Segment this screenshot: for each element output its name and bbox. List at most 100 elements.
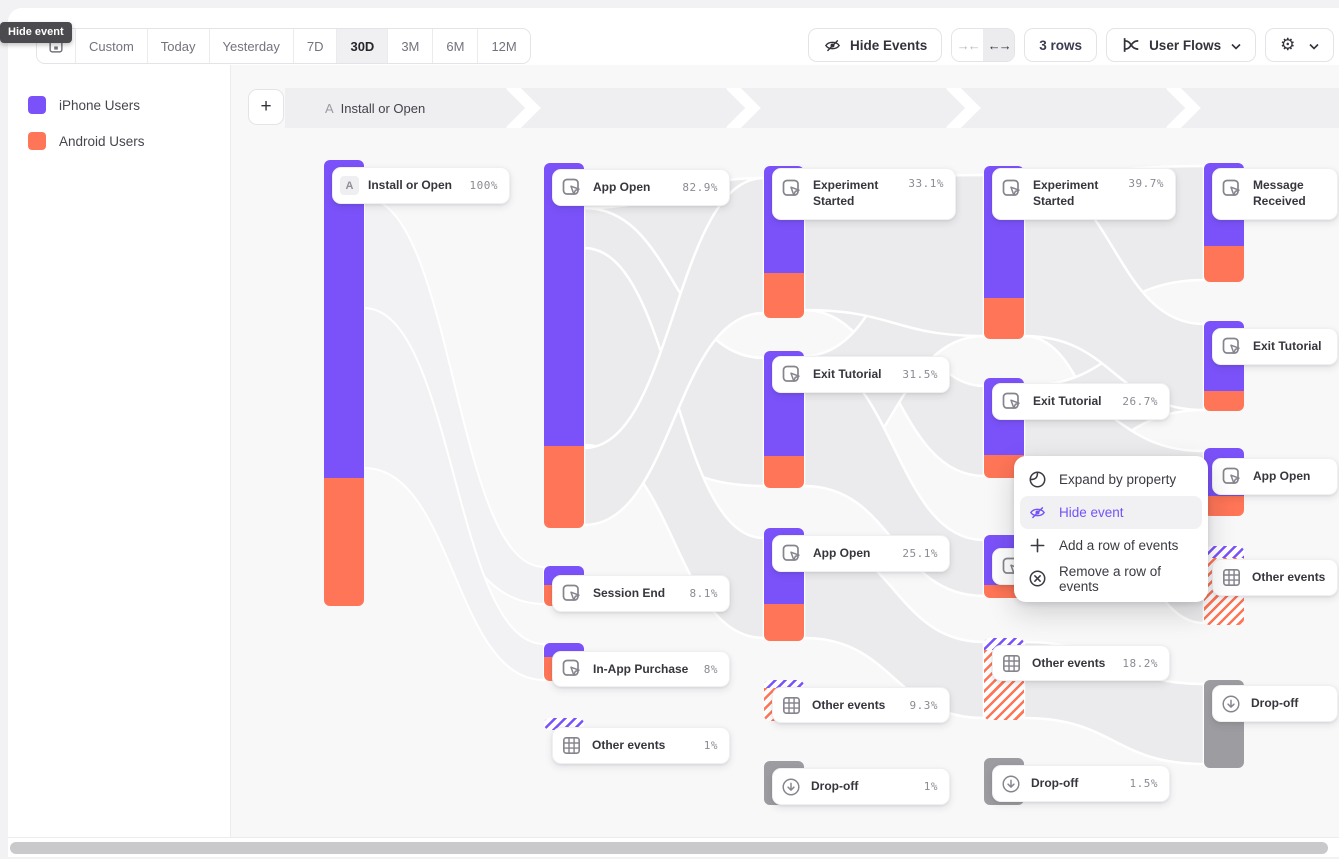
horizontal-scroll-track bbox=[8, 837, 1339, 857]
event-icon bbox=[1000, 177, 1024, 201]
event-label: Experiment Started bbox=[813, 178, 879, 209]
menu-item-label: Hide event bbox=[1059, 505, 1124, 520]
event-label: Other events bbox=[592, 738, 666, 753]
event-card-other-events-1[interactable]: Other events 1% bbox=[552, 727, 730, 764]
event-icon bbox=[560, 176, 584, 200]
drop-off-icon bbox=[1220, 693, 1242, 715]
event-percent: 25.1% bbox=[902, 547, 938, 560]
event-percent: 9.3% bbox=[909, 698, 938, 712]
event-card-exit-tutorial-3[interactable]: Exit Tutorial bbox=[1212, 328, 1338, 365]
hide-events-label: Hide Events bbox=[850, 37, 928, 53]
event-card-message-received[interactable]: Message Received bbox=[1212, 168, 1338, 220]
event-percent: 33.1% bbox=[908, 177, 944, 190]
flow-bar-install-or-open[interactable] bbox=[324, 160, 364, 606]
bar-segment-orange bbox=[324, 478, 364, 606]
event-label: App Open bbox=[813, 546, 871, 561]
event-card-experiment-started-1[interactable]: Experiment Started 33.1% bbox=[772, 168, 956, 220]
toolbar: Custom Today Yesterday 7D 30D 3M 6M 12M Hide Ev… bbox=[8, 8, 1339, 65]
event-percent: 8% bbox=[703, 662, 718, 676]
add-row-icon bbox=[1028, 536, 1047, 555]
menu-item-label: Remove a row of events bbox=[1059, 563, 1162, 594]
remove-row-icon bbox=[1028, 569, 1047, 588]
date-range-7d[interactable]: 7D bbox=[293, 29, 338, 63]
flow-bar-experiment-started-2[interactable] bbox=[984, 166, 1024, 339]
bar-segment-purple bbox=[764, 680, 804, 688]
breadcrumb-step[interactable]: A Install or Open bbox=[325, 88, 425, 128]
legend-label: Android Users bbox=[59, 133, 145, 149]
event-percent: 1.5% bbox=[1129, 777, 1158, 790]
event-percent: 39.7% bbox=[1128, 177, 1164, 190]
event-percent: 1% bbox=[703, 739, 718, 752]
event-label: Install or Open bbox=[368, 178, 453, 193]
event-card-other-events-3[interactable]: Other events 18.2% bbox=[992, 645, 1170, 681]
event-label: Exit Tutorial bbox=[1253, 339, 1322, 354]
event-card-exit-tutorial-1[interactable]: Exit Tutorial 31.5% bbox=[772, 356, 950, 393]
legend-item-android-users[interactable]: Android Users bbox=[8, 123, 230, 159]
bar-segment-orange bbox=[764, 604, 804, 641]
eye-off-icon bbox=[823, 36, 842, 55]
view-label: User Flows bbox=[1149, 37, 1222, 53]
event-label: App Open bbox=[1253, 469, 1311, 484]
menu-item-label: Expand by property bbox=[1059, 472, 1177, 487]
event-card-drop-off-3[interactable]: Drop-off bbox=[1212, 685, 1338, 722]
event-card-drop-off-2[interactable]: Drop-off 1.5% bbox=[992, 765, 1170, 802]
event-icon bbox=[560, 657, 584, 681]
event-card-app-open-1[interactable]: App Open 82.9% bbox=[552, 169, 730, 206]
event-card-in-app-purchase[interactable]: In-App Purchase 8% bbox=[552, 651, 730, 687]
bar-segment-orange bbox=[984, 298, 1024, 339]
menu-item-hide-event[interactable]: Hide event bbox=[1020, 496, 1202, 529]
menu-item-expand-by-property[interactable]: Expand by property bbox=[1020, 463, 1202, 496]
event-card-install-or-open[interactable]: A Install or Open 100% bbox=[332, 167, 510, 204]
date-range-6m[interactable]: 6M bbox=[433, 29, 479, 63]
gear-icon: ⚙ bbox=[1280, 35, 1296, 54]
event-icon bbox=[780, 177, 804, 201]
event-card-session-end[interactable]: Session End 8.1% bbox=[552, 575, 730, 612]
event-card-other-events-4[interactable]: Other events bbox=[1212, 559, 1338, 596]
view-selector-button[interactable]: User Flows bbox=[1106, 28, 1257, 62]
bar-segment-orange bbox=[544, 446, 584, 528]
flow-bar-app-open-1[interactable] bbox=[544, 163, 584, 528]
breadcrumb-chevrons bbox=[506, 88, 1201, 128]
event-context-menu: Expand by property Hide event Add a row of… bbox=[1014, 456, 1208, 602]
event-label: Message Received bbox=[1253, 178, 1306, 209]
horizontal-scroll-thumb[interactable] bbox=[10, 842, 1328, 854]
bar-segment-orange bbox=[764, 273, 804, 318]
collapse-columns-button[interactable]: →← bbox=[952, 29, 984, 61]
event-card-exit-tutorial-2[interactable]: Exit Tutorial 26.7% bbox=[992, 383, 1170, 420]
event-icon bbox=[1220, 465, 1244, 489]
event-label: Drop-off bbox=[1251, 696, 1299, 711]
event-label: App Open bbox=[593, 180, 651, 195]
legend-item-iphone-users[interactable]: iPhone Users bbox=[8, 87, 230, 123]
event-card-app-open-3[interactable]: App Open bbox=[1212, 458, 1338, 495]
legend-label: iPhone Users bbox=[59, 97, 141, 113]
expand-columns-button[interactable]: ←→ bbox=[983, 29, 1015, 61]
date-range-30d[interactable]: 30D bbox=[337, 29, 389, 63]
drop-off-icon bbox=[1000, 773, 1022, 795]
other-events-icon bbox=[780, 694, 803, 717]
event-card-other-events-2[interactable]: Other events 9.3% bbox=[772, 687, 950, 723]
rows-label: 3 rows bbox=[1039, 37, 1083, 53]
event-label: Experiment Started bbox=[1033, 178, 1099, 209]
event-label: Exit Tutorial bbox=[813, 367, 882, 382]
rows-button[interactable]: 3 rows bbox=[1024, 28, 1098, 62]
other-events-icon bbox=[1220, 566, 1243, 589]
date-range-custom[interactable]: Custom bbox=[76, 29, 148, 63]
step-badge: A bbox=[325, 100, 334, 116]
bar-segment-orange bbox=[1204, 246, 1244, 282]
date-range-yesterday[interactable]: Yesterday bbox=[209, 29, 294, 63]
event-label: Other events bbox=[812, 697, 886, 712]
settings-button[interactable]: ⚙ bbox=[1265, 28, 1335, 62]
event-card-experiment-started-2[interactable]: Experiment Started 39.7% bbox=[992, 168, 1176, 220]
hide-events-button[interactable]: Hide Events bbox=[808, 28, 943, 62]
date-range-3m[interactable]: 3M bbox=[388, 29, 434, 63]
date-range-12m[interactable]: 12M bbox=[478, 29, 530, 63]
event-card-app-open-2[interactable]: App Open 25.1% bbox=[772, 535, 950, 572]
menu-item-add-a-row-of-events[interactable]: Add a row of events bbox=[1020, 529, 1202, 562]
menu-item-remove-a-row-of-events[interactable]: Remove a row of events bbox=[1020, 562, 1202, 595]
add-step-button[interactable]: + bbox=[248, 89, 284, 125]
date-range-today[interactable]: Today bbox=[147, 29, 210, 63]
event-card-drop-off-1[interactable]: Drop-off 1% bbox=[772, 768, 950, 805]
flow-canvas: + A Install or Open A Install or Open 100%… bbox=[231, 65, 1339, 840]
event-icon bbox=[1220, 177, 1244, 201]
